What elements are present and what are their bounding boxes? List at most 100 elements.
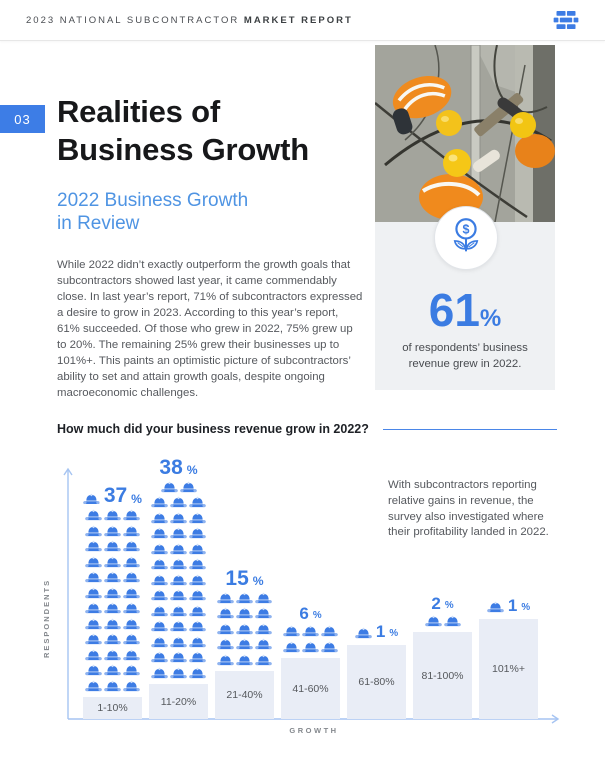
icon-row bbox=[215, 638, 274, 650]
hard-hat-icon bbox=[236, 607, 253, 619]
section-title-line1: Realities of bbox=[57, 94, 220, 129]
chart-axes bbox=[63, 467, 560, 724]
hard-hat-icon bbox=[151, 620, 168, 632]
report-title-regular: 2023 NATIONAL SUBCONTRACTOR bbox=[26, 14, 240, 26]
hard-hat-icon bbox=[123, 571, 140, 583]
hard-hat-icon bbox=[85, 525, 102, 537]
icon-row bbox=[215, 592, 274, 604]
hard-hat-icon bbox=[85, 556, 102, 568]
hard-hat-icon bbox=[189, 543, 206, 555]
hard-hat-icon bbox=[151, 574, 168, 586]
section-title-line2: Business Growth bbox=[57, 132, 309, 167]
x-axis-label: GROWTH bbox=[289, 726, 339, 735]
hard-hat-icon bbox=[123, 618, 140, 630]
chart-title-rule bbox=[382, 428, 557, 430]
hard-hat-icon bbox=[189, 589, 206, 601]
hard-hat-icon bbox=[85, 618, 102, 630]
icon-row bbox=[149, 605, 208, 617]
category-label: 61-80% bbox=[358, 676, 395, 688]
icon-row bbox=[413, 615, 472, 627]
hard-hat-icon bbox=[104, 649, 121, 661]
chart-columns: 37% 1-10% 38% 11-20% 15% 21-40% 6% 41-60% 1% 61-8… bbox=[83, 455, 538, 719]
hard-hat-icon bbox=[85, 571, 102, 583]
section-subtitle-line1: 2022 Business Growth bbox=[57, 190, 249, 211]
icon-row bbox=[149, 620, 208, 632]
hard-hat-icon bbox=[180, 481, 197, 493]
column-pedestal: 61-80% bbox=[347, 645, 406, 719]
icon-row bbox=[149, 496, 208, 508]
hard-hat-icon bbox=[151, 605, 168, 617]
icon-row bbox=[215, 623, 274, 635]
icon-row bbox=[149, 512, 208, 524]
hard-hat-icon bbox=[425, 615, 442, 627]
category-label: 11-20% bbox=[160, 695, 197, 708]
hard-hat-icon bbox=[236, 623, 253, 635]
hard-hat-icon bbox=[170, 636, 187, 648]
icon-row bbox=[83, 525, 142, 537]
hard-hat-icon bbox=[151, 512, 168, 524]
value-label: 1% bbox=[479, 597, 538, 614]
hard-hat-icon bbox=[104, 633, 121, 645]
hard-hat-icon bbox=[236, 654, 253, 666]
stat-value: 61% bbox=[375, 283, 555, 337]
hard-hat-icon bbox=[151, 496, 168, 508]
stat-unit: % bbox=[479, 305, 502, 332]
section-subtitle: 2022 Business Growth in Review bbox=[57, 189, 357, 235]
hard-hat-icon bbox=[83, 493, 100, 505]
hard-hat-icon bbox=[104, 618, 121, 630]
stat-circle: $ bbox=[434, 206, 498, 270]
hard-hat-icon bbox=[85, 633, 102, 645]
chart-column-11-20%: 38% 11-20% bbox=[149, 455, 208, 719]
hard-hat-icon bbox=[189, 574, 206, 586]
hard-hat-icon bbox=[123, 540, 140, 552]
hard-hat-icon bbox=[85, 680, 102, 692]
hard-hat-icon bbox=[151, 527, 168, 539]
icon-row bbox=[83, 587, 142, 599]
icon-row bbox=[149, 481, 208, 493]
category-label: 1-10% bbox=[97, 702, 128, 714]
hard-hat-icon bbox=[236, 638, 253, 650]
hard-hat-icon bbox=[104, 556, 121, 568]
value-label: 38% bbox=[159, 455, 198, 479]
hard-hat-icon bbox=[104, 587, 121, 599]
hard-hat-icon bbox=[189, 651, 206, 663]
hard-hat-icon bbox=[255, 654, 272, 666]
hard-hat-icon bbox=[123, 602, 140, 614]
column-pedestal: 101%+ bbox=[479, 619, 538, 719]
hard-hat-icon bbox=[255, 592, 272, 604]
section-title: Realities of Business Growth bbox=[57, 93, 387, 169]
icon-row bbox=[149, 543, 208, 555]
hard-hat-icon bbox=[104, 680, 121, 692]
hard-hat-icon bbox=[151, 558, 168, 570]
icon-row bbox=[281, 641, 340, 653]
hard-hat-icon bbox=[217, 592, 234, 604]
column-pedestal: 81-100% bbox=[413, 632, 472, 719]
hard-hat-icon bbox=[302, 625, 319, 637]
icon-row bbox=[149, 636, 208, 648]
category-label: 81-100% bbox=[421, 669, 464, 682]
icon-row bbox=[83, 680, 142, 692]
hard-hat-icon bbox=[151, 667, 168, 679]
aside-text: With subcontractors reporting relative g… bbox=[388, 479, 549, 539]
hard-hat-icon bbox=[236, 592, 253, 604]
hard-hat-icon bbox=[189, 667, 206, 679]
hard-hat-icon bbox=[85, 649, 102, 661]
hard-hat-icon bbox=[123, 509, 140, 521]
value-label: 37% bbox=[83, 485, 142, 506]
y-axis-label: RESPONDENTS bbox=[42, 578, 51, 658]
hard-hat-icon bbox=[104, 602, 121, 614]
icon-row bbox=[149, 589, 208, 601]
hard-hat-icon bbox=[321, 641, 338, 653]
hard-hat-icon bbox=[170, 651, 187, 663]
hard-hat-icon bbox=[170, 667, 187, 679]
chart-column-61-80%: 1% 61-80% bbox=[347, 623, 406, 719]
chart-title-row: How much did your business revenue grow … bbox=[57, 422, 557, 436]
hard-hat-icon bbox=[255, 623, 272, 635]
stat-number: 61 bbox=[428, 284, 480, 336]
report-title-bold: MARKET REPORT bbox=[243, 14, 353, 26]
hard-hat-icon bbox=[104, 525, 121, 537]
hard-hat-icon bbox=[170, 589, 187, 601]
hard-hat-icon bbox=[151, 636, 168, 648]
hard-hat-icon bbox=[321, 625, 338, 637]
hard-hat-icon bbox=[151, 589, 168, 601]
